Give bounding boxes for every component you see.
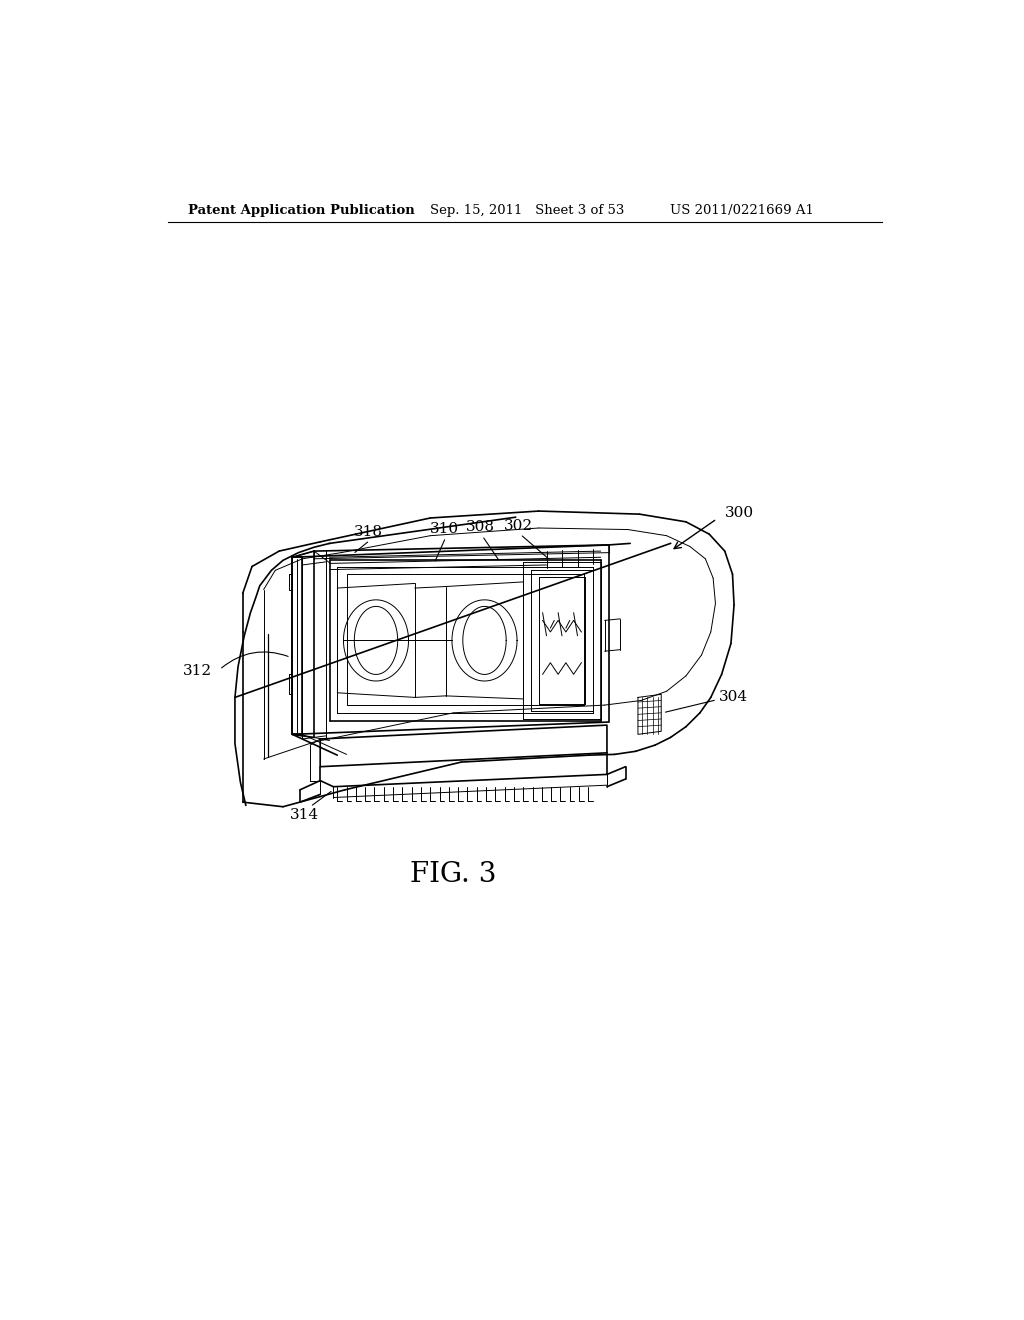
- Text: 318: 318: [353, 525, 383, 539]
- Text: Sep. 15, 2011   Sheet 3 of 53: Sep. 15, 2011 Sheet 3 of 53: [430, 205, 625, 218]
- Text: FIG. 3: FIG. 3: [411, 861, 497, 888]
- Text: 304: 304: [719, 690, 748, 705]
- Text: 314: 314: [290, 808, 319, 822]
- Text: 302: 302: [504, 519, 534, 533]
- Text: 300: 300: [725, 506, 754, 520]
- Text: 308: 308: [466, 520, 496, 535]
- Text: US 2011/0221669 A1: US 2011/0221669 A1: [671, 205, 814, 218]
- Text: Patent Application Publication: Patent Application Publication: [188, 205, 415, 218]
- Text: 310: 310: [430, 521, 459, 536]
- Text: 312: 312: [182, 664, 212, 678]
